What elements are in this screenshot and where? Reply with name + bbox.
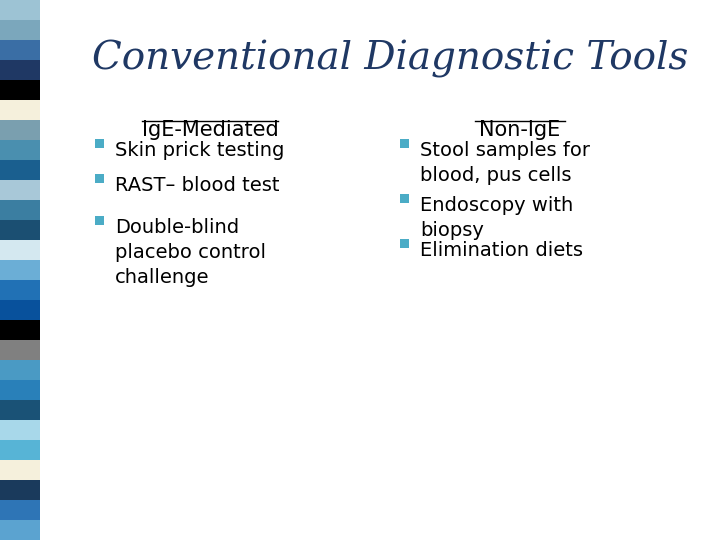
Text: Conventional Diagnostic Tools: Conventional Diagnostic Tools <box>92 40 688 78</box>
Bar <box>0 60 40 80</box>
Bar <box>0 500 40 520</box>
Text: Non-IgE: Non-IgE <box>480 120 561 140</box>
Bar <box>0 280 40 300</box>
Bar <box>0 460 40 480</box>
Text: Double-blind
placebo control
challenge: Double-blind placebo control challenge <box>115 218 266 287</box>
Bar <box>0 320 40 340</box>
Bar <box>0 520 40 540</box>
Bar <box>0 360 40 380</box>
Text: Stool samples for
blood, pus cells: Stool samples for blood, pus cells <box>420 141 590 185</box>
Bar <box>0 260 40 280</box>
Bar <box>95 138 104 147</box>
Text: Endoscopy with
biopsy: Endoscopy with biopsy <box>420 196 573 240</box>
Text: RAST– blood test: RAST– blood test <box>115 176 279 195</box>
Bar <box>0 0 40 20</box>
Bar <box>0 180 40 200</box>
Bar <box>0 420 40 440</box>
Text: Elimination diets: Elimination diets <box>420 241 583 260</box>
Bar <box>0 300 40 320</box>
Bar <box>0 140 40 160</box>
Text: Skin prick testing: Skin prick testing <box>115 141 284 160</box>
Bar <box>95 173 104 183</box>
Bar <box>95 215 104 225</box>
Bar <box>0 160 40 180</box>
Bar <box>0 220 40 240</box>
Bar <box>0 380 40 400</box>
Bar <box>0 400 40 420</box>
Bar <box>400 239 409 247</box>
Bar <box>400 193 409 202</box>
Bar <box>0 340 40 360</box>
Bar <box>0 40 40 60</box>
Bar <box>0 20 40 40</box>
Bar <box>0 80 40 100</box>
Bar <box>0 240 40 260</box>
Bar <box>0 100 40 120</box>
Bar <box>0 120 40 140</box>
Text: IgE-Mediated: IgE-Mediated <box>142 120 279 140</box>
Bar <box>0 480 40 500</box>
Bar <box>0 440 40 460</box>
Bar <box>400 138 409 147</box>
Bar <box>0 200 40 220</box>
